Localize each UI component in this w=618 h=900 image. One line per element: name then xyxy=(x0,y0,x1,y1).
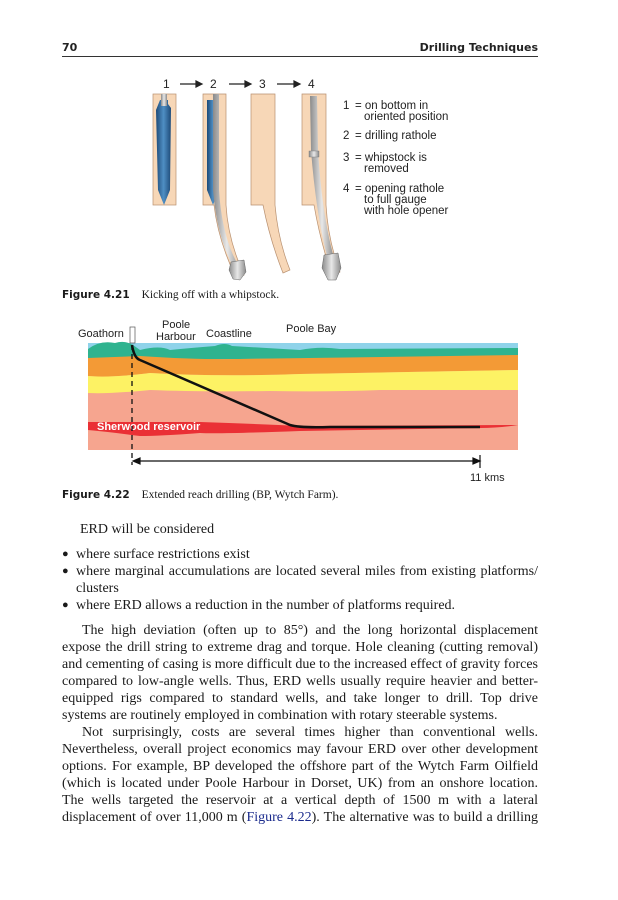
layer-reservoir xyxy=(88,422,518,436)
label-poole: Poole xyxy=(162,319,190,331)
label-goathorn: Goathorn xyxy=(78,328,124,340)
svg-text:4: 4 xyxy=(343,183,350,195)
bullet-icon: ● xyxy=(62,565,69,577)
label-coastline: Coastline xyxy=(206,328,252,340)
bullet-2-cont: clusters xyxy=(76,581,119,596)
distance-arrow xyxy=(131,455,482,468)
svg-text:with hole opener: with hole opener xyxy=(363,205,449,217)
svg-text:2: 2 xyxy=(343,130,349,142)
step-1: 1 xyxy=(163,77,170,91)
header-rule xyxy=(62,56,538,57)
svg-text:to full gauge: to full gauge xyxy=(364,194,427,206)
rig-icon xyxy=(129,326,136,344)
svg-text:= drilling rathole: = drilling rathole xyxy=(355,130,437,142)
svg-text:oriented position: oriented position xyxy=(364,111,448,123)
whipstock-1 xyxy=(156,100,171,205)
label-harbour: Harbour xyxy=(156,331,196,343)
svg-text:= on bottom in: = on bottom in xyxy=(355,100,428,112)
bullet-icon: ● xyxy=(62,599,69,611)
figure-legend: 1 = on bottom in oriented position 2 = d… xyxy=(343,100,449,217)
drill-bit-icon xyxy=(228,259,247,281)
bullet-icon: ● xyxy=(62,548,69,560)
step-numbers: 1 2 3 4 xyxy=(163,77,315,91)
svg-text:removed: removed xyxy=(364,163,409,175)
reservoir-label: Sherwood reservoir xyxy=(97,421,201,433)
figure-4-22-link[interactable]: Figure 4.22 xyxy=(246,810,312,825)
intro-text: ERD will be considered xyxy=(80,522,215,537)
figure-4-22-caption: Figure 4.22 Extended reach drilling (BP, … xyxy=(62,489,339,501)
figure-4-21-illustration: 1 2 3 4 1 = on bottom in oriented positi… xyxy=(152,77,449,281)
drill-string-2 xyxy=(213,94,241,272)
bullet-2: where marginal accumulations are located… xyxy=(76,564,538,579)
bullet-3: where ERD allows a reduction in the numb… xyxy=(76,598,456,613)
svg-text:1: 1 xyxy=(343,100,349,112)
step-2: 2 xyxy=(210,77,217,91)
hole-opener-string xyxy=(310,96,334,260)
hole-opener-icon xyxy=(321,252,342,281)
running-title: Drilling Techniques xyxy=(419,41,538,54)
label-distance: 11 kms xyxy=(470,472,505,484)
well-trajectory xyxy=(130,344,480,429)
step-arrows xyxy=(180,80,302,88)
svg-text:= whipstock is: = whipstock is xyxy=(355,152,427,164)
bullet-1: where surface restrictions exist xyxy=(76,547,250,562)
svg-text:= opening rathole: = opening rathole xyxy=(355,183,444,195)
label-poole-bay: Poole Bay xyxy=(286,323,337,335)
figure-4-22-illustration: Sherwood reservoir Goathorn Poole Harbou… xyxy=(78,319,518,484)
svg-text:3: 3 xyxy=(343,152,349,164)
step-4: 4 xyxy=(308,77,315,91)
layer-yellow xyxy=(88,370,518,394)
borehole-3 xyxy=(250,93,291,274)
step-3: 3 xyxy=(259,77,266,91)
page-number: 70 xyxy=(62,41,78,54)
figure-4-21-caption: Figure 4.21 Kicking off with a whipstock. xyxy=(62,289,280,301)
layer-orange xyxy=(88,355,518,377)
layer-green xyxy=(88,341,518,360)
last-line: displacement of over 11,000 m (Figure 4.… xyxy=(62,810,538,825)
